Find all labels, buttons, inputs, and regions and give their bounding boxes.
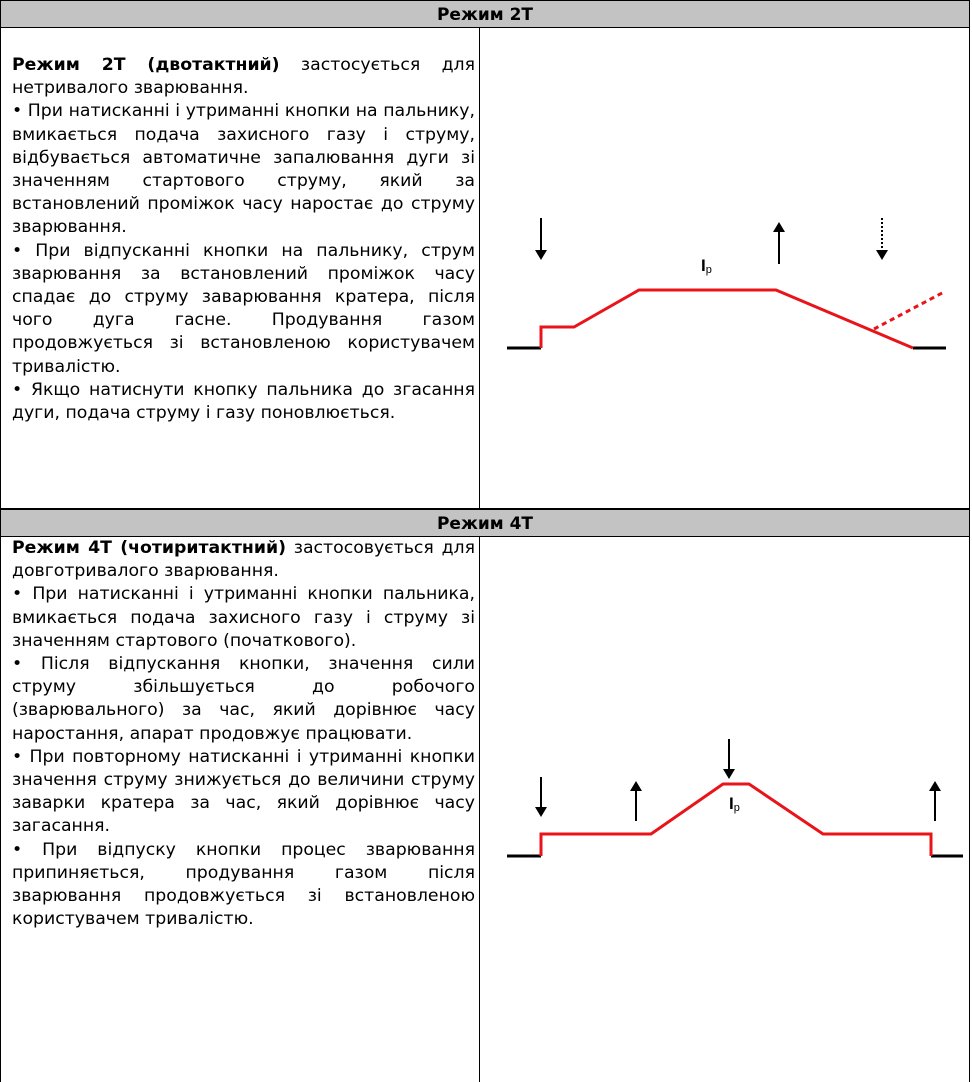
mode-2t-bullet-3: • Якщо натиснути кнопку пальника до згас… (12, 379, 475, 424)
mode-4t-title: Режим 4Т (436, 514, 534, 534)
mode-4t-bullet-3: • При повторному натисканні і утриманні … (12, 746, 475, 837)
mode-2t-bullet-1: • При натисканні і утриманні кнопки на п… (12, 101, 475, 238)
mode-4t-lead: Режим 4Т (чотиритактний) (12, 538, 286, 558)
mode-2t-description: Режим 2Т (двотактний) застосується для н… (12, 54, 475, 425)
mode-2t-lead-rest: застосується для нетривалого зварювання. (12, 55, 475, 99)
column-divider (479, 28, 480, 508)
current-curve (539, 288, 914, 350)
mode-4t-bullet-2: • Після відпускання кнопки, значення сил… (12, 654, 475, 744)
mode-2t-intro: Режим 2Т (двотактний) застосується для н… (12, 54, 475, 100)
second-press-arrowhead (723, 769, 735, 779)
mode-2t-row: Режим 2Т (двотактний) застосується для н… (0, 28, 970, 509)
mode-2t-diagram: Ip (507, 218, 946, 350)
mode-4t-diagram: Ip (507, 739, 963, 858)
second-release-arrowhead (929, 781, 941, 791)
ip-label-main: I (701, 256, 706, 275)
restart-curve (873, 290, 945, 331)
ip-label: Ip (729, 794, 740, 814)
mode-4t-bullet-4: • При відпуску кнопки процес зварювання … (12, 839, 475, 930)
current-curve (539, 782, 933, 856)
mode-4t-header: Режим 4Т (0, 509, 970, 537)
mode-4t-intro: Режим 4Т (чотиритактний) застосовується … (12, 537, 475, 583)
press-arrowhead (535, 250, 547, 260)
ip-label-main: I (729, 794, 734, 813)
column-divider (479, 537, 480, 1082)
ip-label: Ip (701, 256, 712, 276)
ip-label-sub: p (706, 264, 712, 276)
ip-label-sub: p (734, 802, 740, 814)
mode-4t-description: Режим 4Т (чотиритактний) застосовується … (12, 537, 475, 931)
mode-2t-bullet-2: • При відпусканні кнопки на пальнику, ст… (12, 240, 475, 377)
mode-4t-bullet-1: • При натисканні і утриманні кнопки паль… (12, 584, 475, 651)
mode-4t-lead-rest: застосовується для довготривалого зварюв… (12, 538, 475, 582)
release-arrowhead (630, 781, 642, 791)
repress-arrowhead (876, 250, 888, 260)
mode-4t-row: Режим 4Т (чотиритактний) застосовується … (0, 537, 970, 1082)
press-arrowhead (535, 807, 547, 817)
release-arrowhead (773, 222, 785, 232)
mode-2t-header: Режим 2Т (0, 0, 970, 28)
mode-2t-title: Режим 2Т (436, 5, 534, 25)
mode-2t-lead: Режим 2Т (двотактний) (12, 55, 280, 75)
